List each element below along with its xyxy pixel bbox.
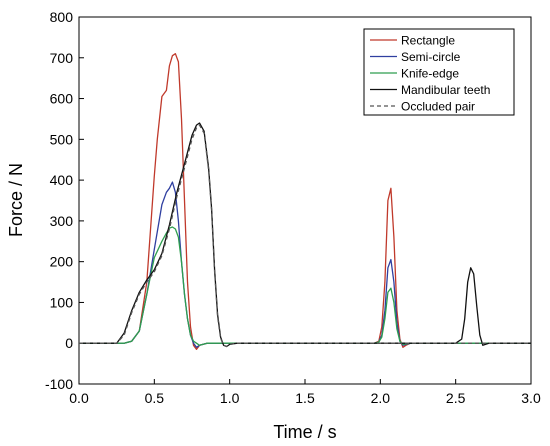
x-tick-label: 1.5: [295, 390, 315, 406]
y-tick-label: 300: [50, 213, 74, 229]
y-tick-label: 800: [50, 9, 74, 25]
legend-label: Semi-circle: [401, 50, 461, 64]
legend: Rectangle Semi-circle Knife-edge Mandibular…: [363, 28, 515, 116]
y-tick-label: 400: [50, 172, 74, 188]
y-axis-label: Force / N: [6, 163, 26, 237]
series-line-knife-edge: [79, 226, 531, 346]
legend-box: [363, 28, 515, 116]
axis-ticks: 0.0 0.5 1.0 1.5 2.0 2.5 3.0 -100 0 100 200 300 400 50…: [45, 9, 541, 406]
x-tick-label: 0.5: [145, 390, 165, 406]
legend-label: Mandibular teeth: [401, 83, 490, 97]
legend-label: Rectangle: [401, 34, 455, 48]
y-tick-label: 100: [50, 294, 74, 310]
series-line-occluded-pair: [79, 124, 531, 348]
y-tick-label: 600: [50, 91, 74, 107]
y-tick-label: -100: [45, 376, 73, 392]
legend-label: Knife-edge: [401, 67, 459, 81]
series-line-semi-circle: [79, 181, 531, 348]
y-tick-label: 0: [65, 335, 73, 351]
series-lines: [79, 53, 531, 350]
x-tick-label: 3.0: [521, 390, 541, 406]
series-line-rectangle: [79, 53, 531, 350]
legend-label: Occluded pair: [401, 100, 475, 114]
y-tick-label: 500: [50, 131, 74, 147]
x-tick-label: 1.0: [220, 390, 240, 406]
x-tick-label: 0.0: [69, 390, 89, 406]
x-tick-label: 2.5: [446, 390, 466, 406]
y-tick-label: 200: [50, 254, 74, 270]
x-tick-label: 2.0: [371, 390, 391, 406]
x-axis-label: Time / s: [273, 422, 336, 442]
y-tick-label: 700: [50, 50, 74, 66]
